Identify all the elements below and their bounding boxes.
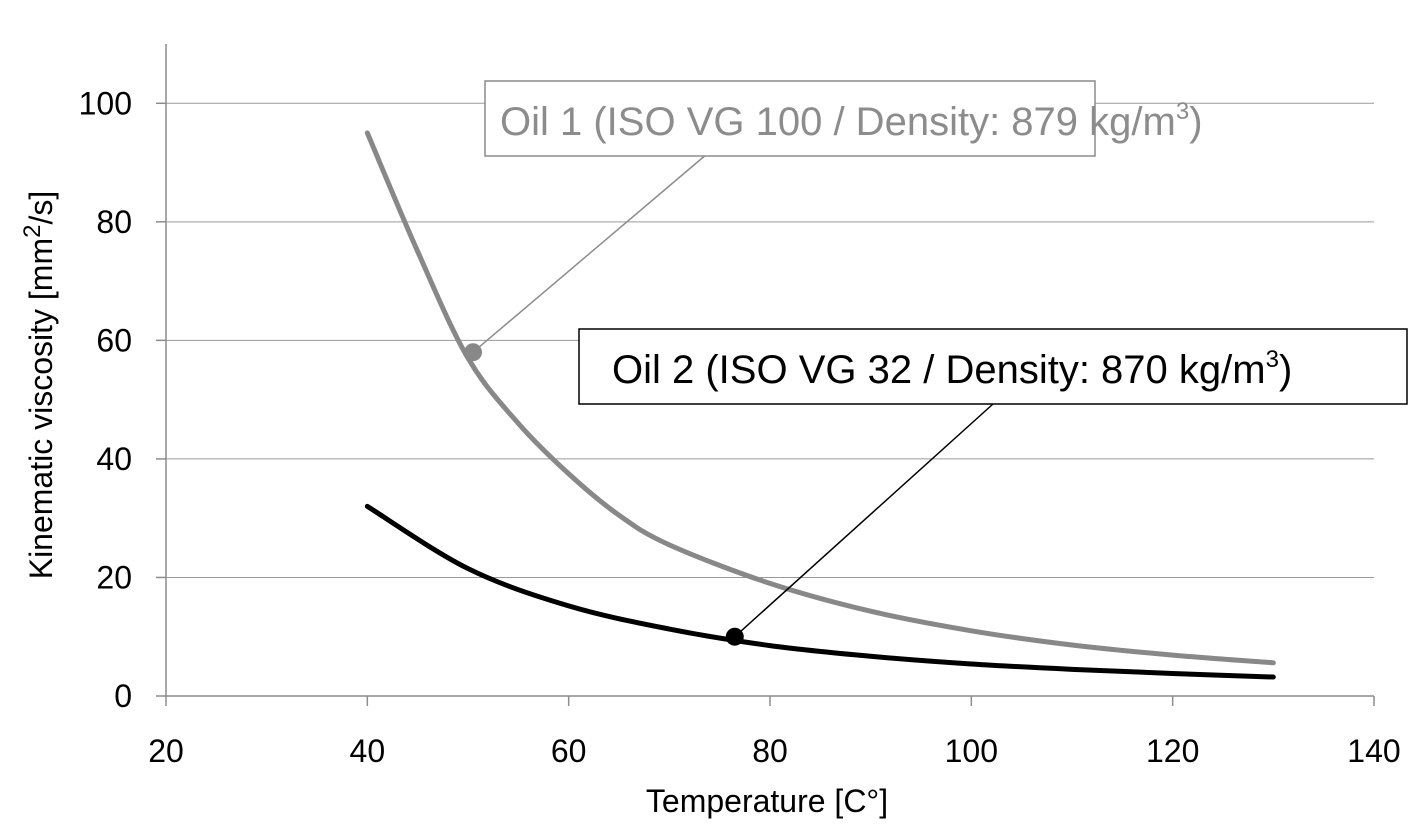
- y-axis-label: Kinematic viscosity [mm2/s]: [19, 191, 59, 580]
- x-tick-label: 120: [1146, 733, 1199, 769]
- annotation-boxes: Oil 1 (ISO VG 100 / Density: 879 kg/m3) …: [484, 80, 1408, 405]
- x-tick-label: 100: [945, 733, 998, 769]
- annotation-markers: [464, 343, 744, 646]
- x-axis-label: Temperature [C°]: [646, 783, 888, 819]
- y-tick-label: 20: [96, 559, 132, 595]
- x-tick-label: 60: [551, 733, 587, 769]
- y-tick-label: 100: [79, 85, 132, 121]
- oil-2-leader-line: [734, 403, 994, 638]
- y-tick-label: 60: [96, 322, 132, 358]
- oil-1-label-text: Oil 1 (ISO VG 100 / Density: 879 kg/m: [500, 100, 1176, 144]
- x-tick-label: 20: [148, 733, 184, 769]
- oil-2-label-box: [578, 328, 1408, 405]
- y-tick-label: 40: [96, 441, 132, 477]
- y-axis-label-sup: 2: [19, 225, 46, 238]
- oil-2-marker: [725, 627, 744, 646]
- x-tick-label: 140: [1347, 733, 1400, 769]
- oil-2-label-sup: 3: [1266, 346, 1279, 373]
- oil-2-label: Oil 2 (ISO VG 32 / Density: 870 kg/m3): [612, 346, 1292, 392]
- y-ticks: 0 20 40 60 80 100: [79, 85, 166, 714]
- series-lines: [364, 130, 1276, 680]
- oil-1-label-close: ): [1189, 100, 1202, 144]
- oil-1-label-sup: 3: [1176, 98, 1189, 125]
- oil-1-marker: [464, 343, 483, 362]
- y-axis-label-text: Kinematic viscosity [mm: [23, 238, 59, 579]
- oil-1-label-box: [484, 80, 1096, 157]
- series-line-oil-1: [364, 130, 1276, 666]
- x-tick-label: 40: [350, 733, 386, 769]
- x-tick-label: 80: [752, 733, 788, 769]
- series-line-oil-2: [364, 503, 1276, 680]
- oil-2-label-close: ): [1279, 348, 1292, 392]
- y-tick-label: 80: [96, 204, 132, 240]
- annotation-leaders: [472, 155, 994, 638]
- y-axis-label-close: /s]: [23, 191, 59, 225]
- x-ticks: 20 40 60 80 100 120 140: [148, 696, 1401, 769]
- y-tick-label: 0: [114, 678, 132, 714]
- oil-1-label: Oil 1 (ISO VG 100 / Density: 879 kg/m3): [500, 98, 1203, 144]
- oil-2-label-text: Oil 2 (ISO VG 32 / Density: 870 kg/m: [612, 348, 1266, 392]
- oil-1-leader-line: [472, 155, 706, 353]
